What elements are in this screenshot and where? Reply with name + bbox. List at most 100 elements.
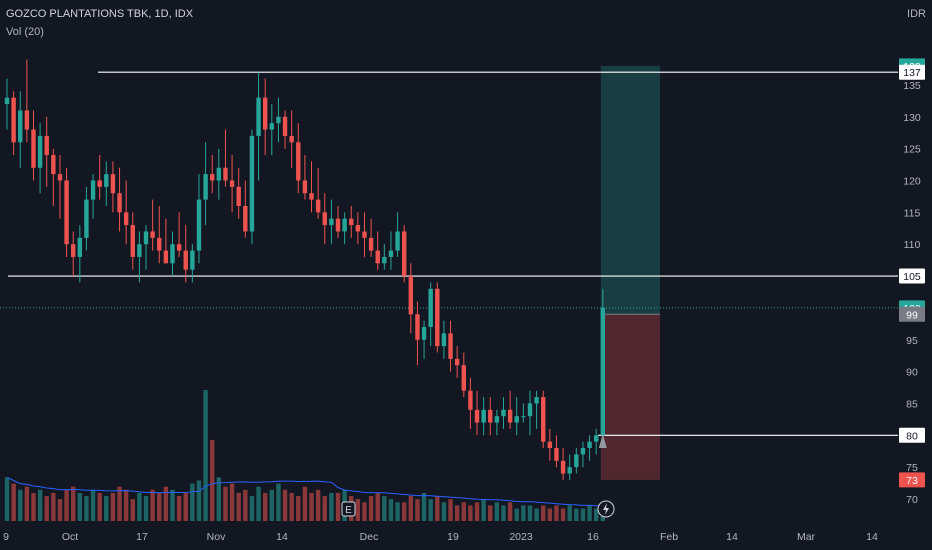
x-axis-tick-label: 16	[587, 531, 599, 543]
volume-bar	[322, 496, 327, 521]
candle-body	[435, 288, 440, 347]
volume-bar	[31, 492, 36, 521]
volume-bar	[229, 483, 235, 521]
candle-body	[382, 256, 387, 264]
price-label-tag	[899, 306, 925, 322]
candle-body	[289, 135, 294, 143]
candle-body	[527, 403, 533, 417]
candle-body	[203, 174, 208, 200]
candle-body	[57, 174, 63, 181]
y-axis-tick-label: 75	[906, 462, 918, 474]
volume-bar	[580, 508, 586, 521]
y-axis-tick-label: 95	[906, 335, 918, 347]
volume-bar	[4, 477, 10, 521]
volume-bar	[388, 499, 394, 521]
volume-bar	[37, 489, 43, 521]
y-axis-tick-label: 120	[903, 176, 921, 188]
volume-bar	[190, 483, 195, 521]
volume-bar	[488, 505, 493, 521]
y-axis-tick-label: 85	[906, 398, 918, 410]
candle-body	[84, 199, 89, 238]
candle-body	[77, 237, 83, 257]
y-axis-tick-label: 130	[903, 112, 921, 124]
candle-body	[560, 460, 566, 474]
y-axis-tick-label: 110	[904, 239, 921, 251]
candle-body	[64, 180, 69, 245]
candle-body	[223, 167, 228, 181]
volume-bar	[560, 508, 566, 521]
volume-bar	[296, 496, 301, 521]
candle-body	[448, 333, 453, 359]
candle-body	[521, 416, 526, 418]
candle-body	[335, 218, 341, 232]
candle-body	[421, 327, 427, 340]
price-label-text: 73	[906, 475, 918, 487]
volume-bar	[11, 483, 16, 521]
volume-bar	[567, 505, 572, 521]
volume-indicator-label: Vol (20)	[6, 26, 44, 38]
price-label-text: 137	[903, 67, 921, 79]
candle-body	[415, 314, 420, 340]
candle-body	[349, 218, 354, 226]
candle-body	[600, 307, 605, 436]
candle-body	[130, 225, 135, 257]
volume-bar	[24, 486, 30, 521]
candle-body	[302, 180, 308, 194]
candle-body	[176, 244, 182, 251]
volume-bar	[428, 499, 433, 521]
volume-bar	[474, 502, 480, 521]
volume-bar	[362, 502, 367, 521]
volume-bar	[77, 492, 83, 521]
candle-body	[309, 193, 314, 200]
volume-bar	[408, 496, 414, 521]
candle-body	[31, 129, 36, 168]
volume-bar	[289, 492, 294, 521]
x-axis-tick-label: 14	[866, 531, 878, 543]
volume-bar	[183, 492, 188, 521]
volume-bar	[236, 492, 241, 521]
volume-bar	[163, 486, 169, 521]
price-label-tag	[899, 268, 925, 284]
y-axis-tick-label: 115	[904, 207, 921, 219]
candle-body	[547, 441, 553, 449]
volume-bar	[57, 499, 63, 521]
x-axis-tick-label: Dec	[360, 531, 379, 543]
candle-body	[137, 244, 142, 257]
volume-bar	[368, 496, 374, 521]
candle-body	[488, 409, 493, 423]
volume-bar	[574, 508, 579, 521]
volume-ma-line	[6, 476, 603, 507]
volume-bar	[269, 489, 274, 521]
volume-bar	[302, 486, 308, 521]
volume-bar	[547, 508, 553, 521]
x-axis-tick-label: 14	[276, 531, 288, 543]
candle-body	[375, 250, 380, 264]
candle-body	[123, 212, 129, 226]
volume-bar	[143, 496, 149, 521]
volume-bar	[216, 477, 222, 521]
candle-body	[567, 467, 572, 474]
candle-body	[262, 97, 268, 130]
volume-bar	[90, 489, 96, 521]
volume-bar	[150, 489, 155, 521]
candle-body	[210, 174, 215, 181]
candle-body	[18, 110, 23, 143]
candle-body	[362, 231, 367, 238]
candle-body	[454, 358, 460, 366]
volume-bar	[309, 492, 314, 521]
candle-body	[97, 180, 102, 187]
candle-body	[461, 365, 466, 391]
candle-body	[71, 244, 76, 257]
volume-bar	[587, 505, 592, 521]
volume-bar	[507, 502, 513, 521]
currency-label: IDR	[907, 8, 926, 20]
volume-bar	[494, 502, 500, 521]
volume-bar	[223, 486, 228, 521]
volume-bar	[123, 489, 129, 521]
candle-body	[170, 244, 175, 264]
volume-bar	[137, 492, 142, 521]
candle-body	[117, 193, 122, 213]
volume-bar	[196, 480, 202, 521]
candle-body	[190, 250, 195, 270]
